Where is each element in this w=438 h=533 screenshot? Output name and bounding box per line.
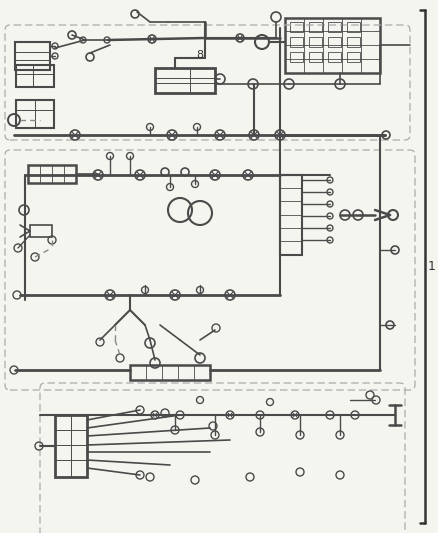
Bar [327, 22, 340, 32]
Bar [290, 52, 302, 62]
Circle shape [70, 130, 80, 140]
Bar [290, 22, 302, 32]
Bar [284, 18, 379, 73]
Circle shape [151, 411, 159, 419]
Circle shape [243, 170, 252, 180]
Bar [16, 65, 54, 87]
Bar [327, 52, 340, 62]
Bar [155, 68, 215, 93]
Circle shape [93, 170, 103, 180]
Bar [308, 22, 321, 32]
Bar [346, 37, 359, 47]
Circle shape [135, 170, 145, 180]
Circle shape [290, 411, 298, 419]
Bar [30, 225, 52, 237]
Circle shape [274, 130, 284, 140]
Circle shape [148, 35, 155, 43]
Circle shape [105, 290, 115, 300]
Circle shape [170, 290, 180, 300]
Bar [327, 37, 340, 47]
Circle shape [225, 290, 234, 300]
Bar [346, 22, 359, 32]
Circle shape [248, 130, 258, 140]
Bar [28, 165, 76, 183]
Circle shape [215, 130, 225, 140]
Circle shape [226, 411, 233, 419]
Text: 8: 8 [195, 50, 203, 60]
Bar [16, 100, 54, 128]
Circle shape [166, 130, 177, 140]
Text: 1: 1 [427, 260, 435, 272]
Circle shape [236, 34, 244, 42]
Circle shape [209, 170, 219, 180]
Bar [15, 42, 50, 70]
Bar [290, 37, 302, 47]
Bar [279, 175, 301, 255]
Bar [55, 415, 87, 477]
Bar [308, 52, 321, 62]
Bar [130, 365, 209, 380]
Bar [346, 52, 359, 62]
Bar [308, 37, 321, 47]
